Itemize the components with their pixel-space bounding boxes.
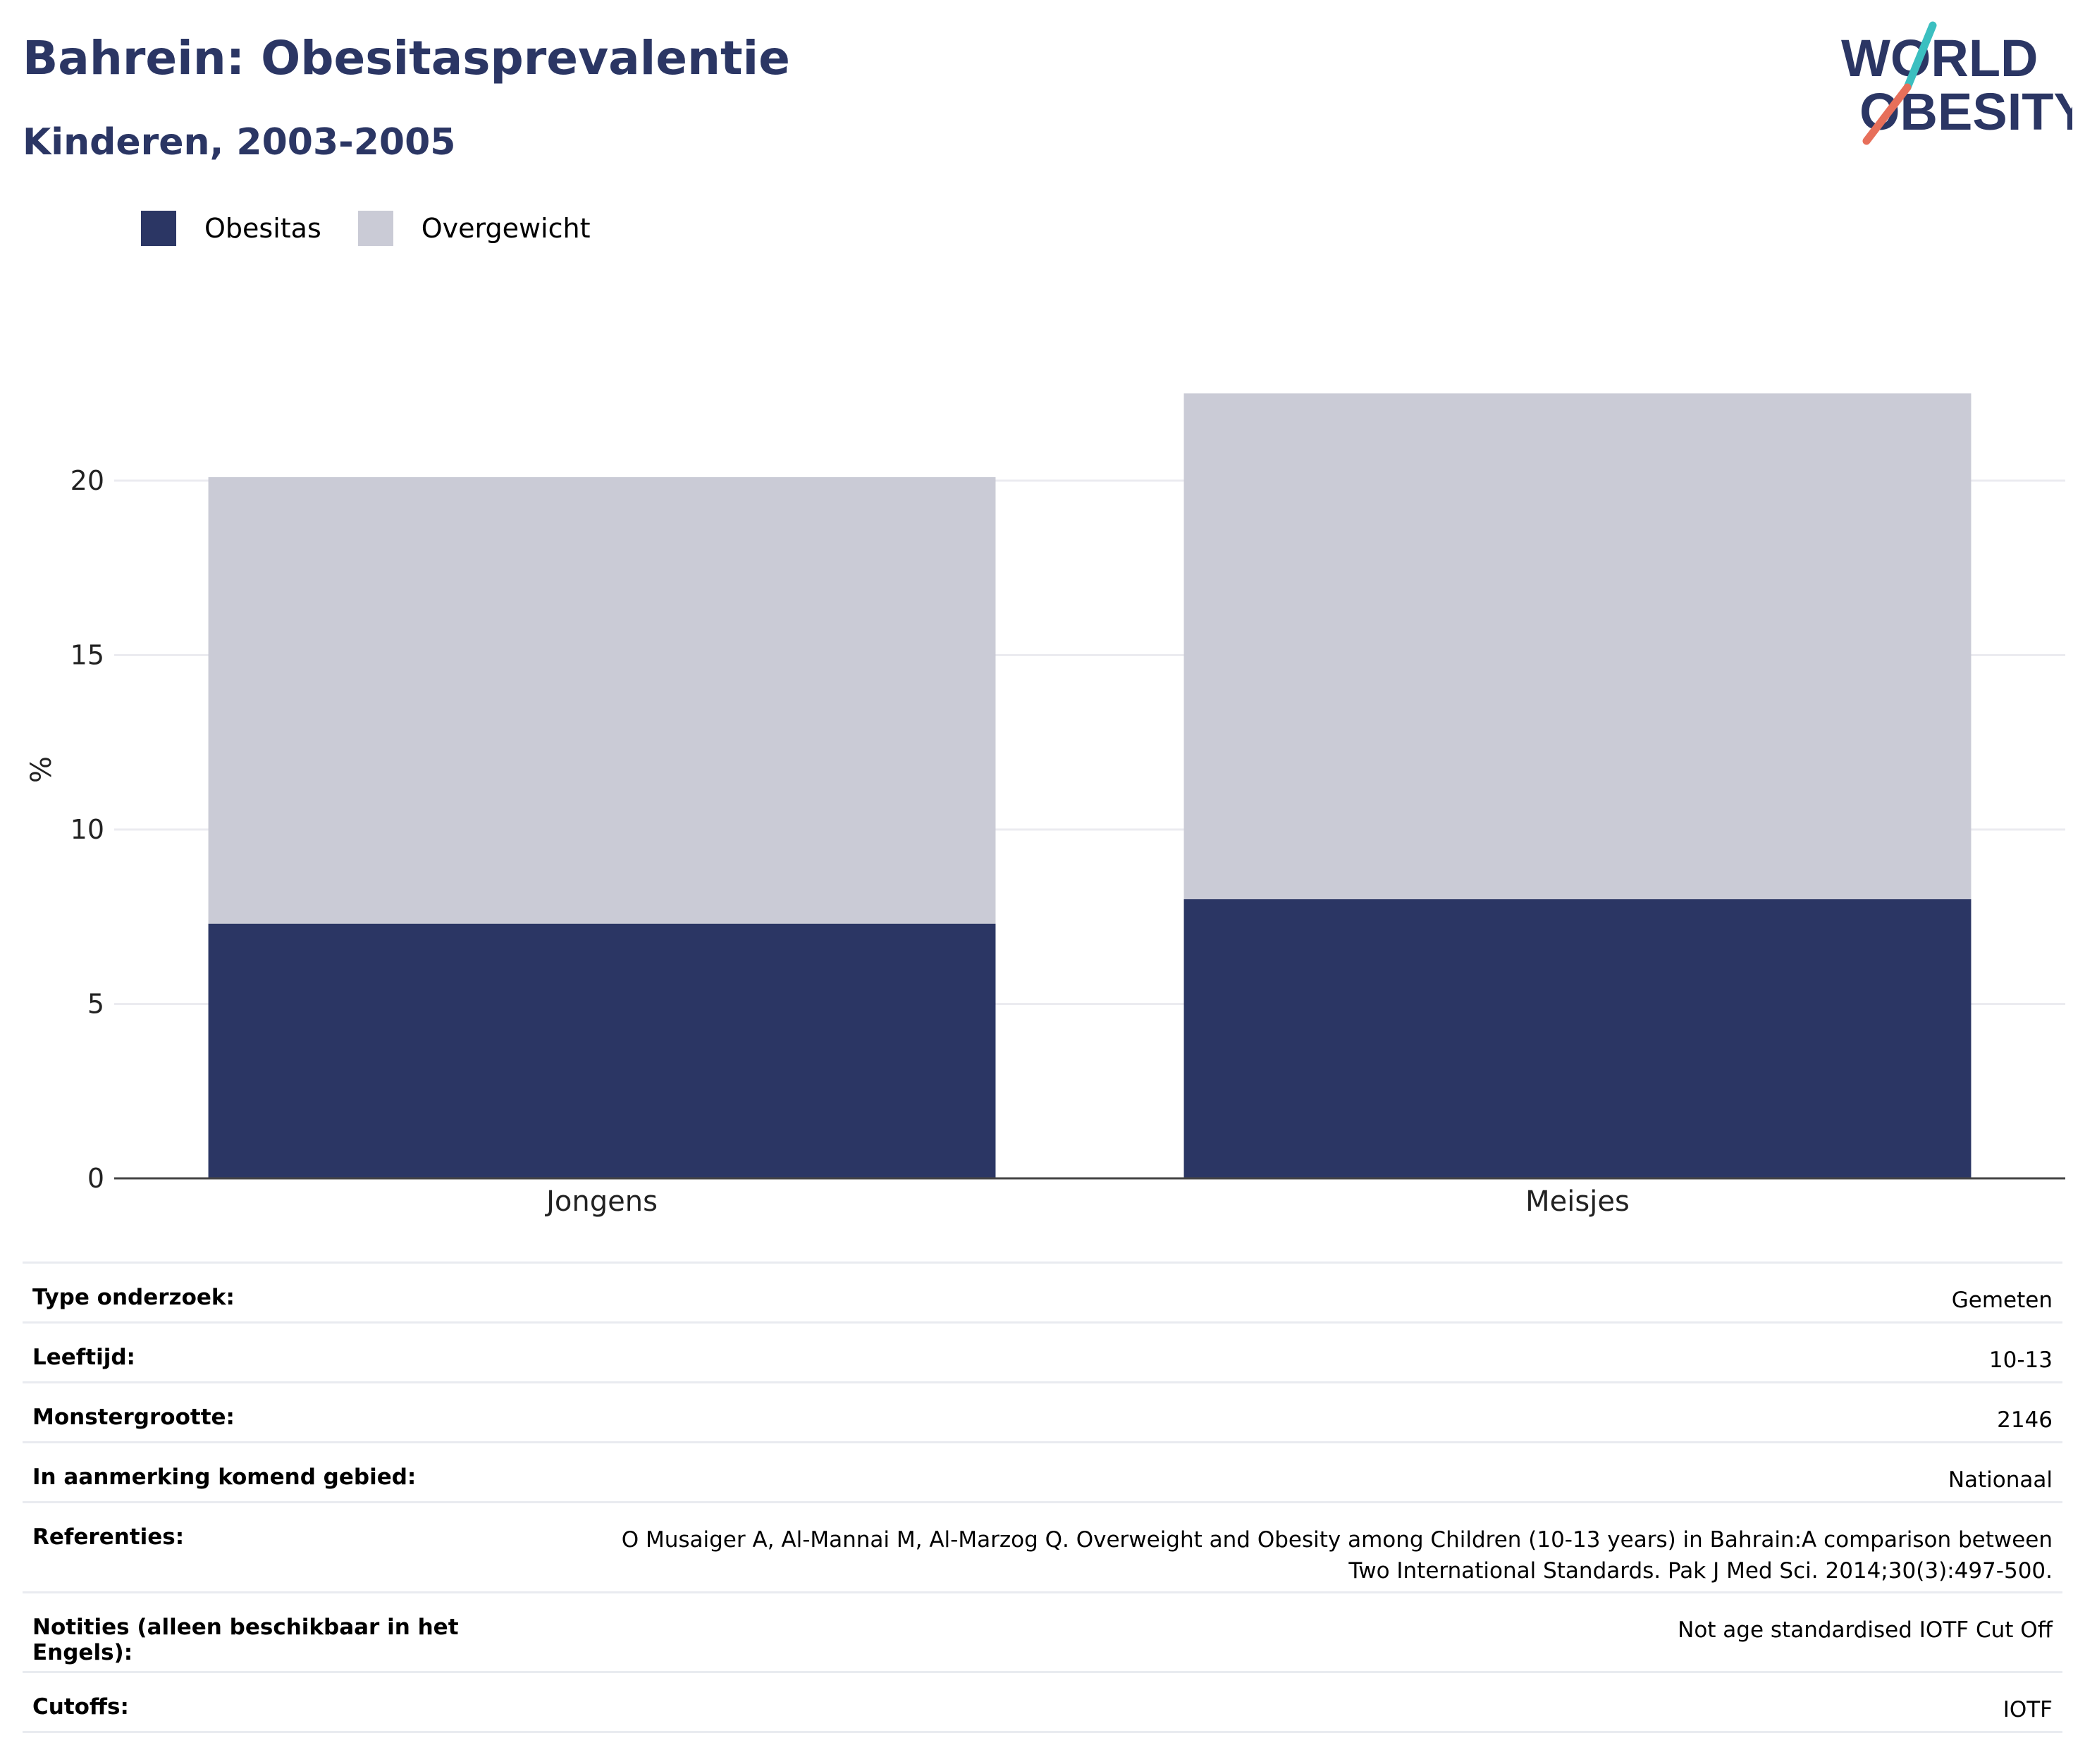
legend-label-overweight: Overgewicht (421, 213, 591, 244)
bar-obesity-jongens (208, 923, 996, 1178)
legend-item-obesity[interactable]: Obesitas (141, 211, 321, 246)
info-label: Type onderzoek: (23, 1262, 472, 1323)
study-info-table: Type onderzoek: Gemeten Leeftijd: 10-13 … (23, 1262, 2062, 1733)
y-tick-label: 5 (87, 989, 104, 1020)
bar-overweight-jongens (208, 477, 996, 924)
bar-overweight-meisjes (1183, 393, 1972, 899)
chart-title: Bahrein: Obesitasprevalentie (23, 31, 790, 85)
info-label: Referenties: (23, 1501, 472, 1593)
legend-swatch-overweight (357, 211, 393, 246)
info-label: Monstergrootte: (23, 1381, 472, 1443)
info-row-references: Referenties: O Musaiger A, Al-Mannai M, … (23, 1501, 2062, 1593)
info-label: In aanmerking komend gebied: (23, 1441, 472, 1503)
reference-line-2: Two International Standards. Pak J Med S… (1348, 1558, 2053, 1584)
y-tick-label: 20 (70, 465, 104, 496)
info-label: Notities (alleen beschikbaar in het Enge… (23, 1591, 472, 1672)
info-row-age: Leeftijd: 10-13 (23, 1321, 2062, 1383)
info-row-notes: Notities (alleen beschikbaar in het Enge… (23, 1591, 2062, 1672)
info-label: Leeftijd: (23, 1321, 472, 1383)
x-tick-label: Jongens (544, 1185, 658, 1218)
y-axis-label: % (25, 756, 58, 783)
bar-obesity-meisjes (1183, 899, 1972, 1178)
info-value: Nationaal (472, 1441, 2062, 1503)
legend-swatch-obesity (141, 211, 176, 246)
info-row-survey-type: Type onderzoek: Gemeten (23, 1262, 2062, 1323)
info-label: Cutoffs: (23, 1671, 472, 1733)
info-value: Not age standardised IOTF Cut Off (472, 1591, 2062, 1672)
logo-text-obesity: OBESITY (1859, 82, 2072, 141)
bar-chart: 0 5 10 15 20% Jongens Meisjes (25, 393, 2065, 1218)
y-tick-label: 0 (87, 1163, 104, 1194)
reference-line-1: O Musaiger A, Al-Mannai M, Al-Marzog Q. … (621, 1527, 2053, 1553)
logo-text-world: WORLD (1841, 29, 2038, 87)
y-tick-label: 15 (70, 640, 104, 671)
info-value: 2146 (472, 1381, 2062, 1443)
info-value: O Musaiger A, Al-Mannai M, Al-Marzog Q. … (472, 1501, 2062, 1593)
world-obesity-logo: WORLD OBESITY (1841, 21, 2072, 145)
legend-label-obesity: Obesitas (204, 213, 321, 244)
info-row-sample-size: Monstergrootte: 2146 (23, 1381, 2062, 1443)
chart-subtitle: Kinderen, 2003-2005 (23, 121, 456, 164)
info-row-area: In aanmerking komend gebied: Nationaal (23, 1441, 2062, 1503)
legend-item-overweight[interactable]: Overgewicht (357, 211, 591, 246)
chart-legend: Obesitas Overgewicht (141, 209, 627, 248)
info-value: Gemeten (472, 1262, 2062, 1323)
y-tick-label: 10 (70, 814, 104, 845)
info-row-cutoffs: Cutoffs: IOTF (23, 1671, 2062, 1733)
x-tick-label: Meisjes (1525, 1185, 1630, 1218)
info-value: 10-13 (472, 1321, 2062, 1383)
info-value: IOTF (472, 1671, 2062, 1733)
